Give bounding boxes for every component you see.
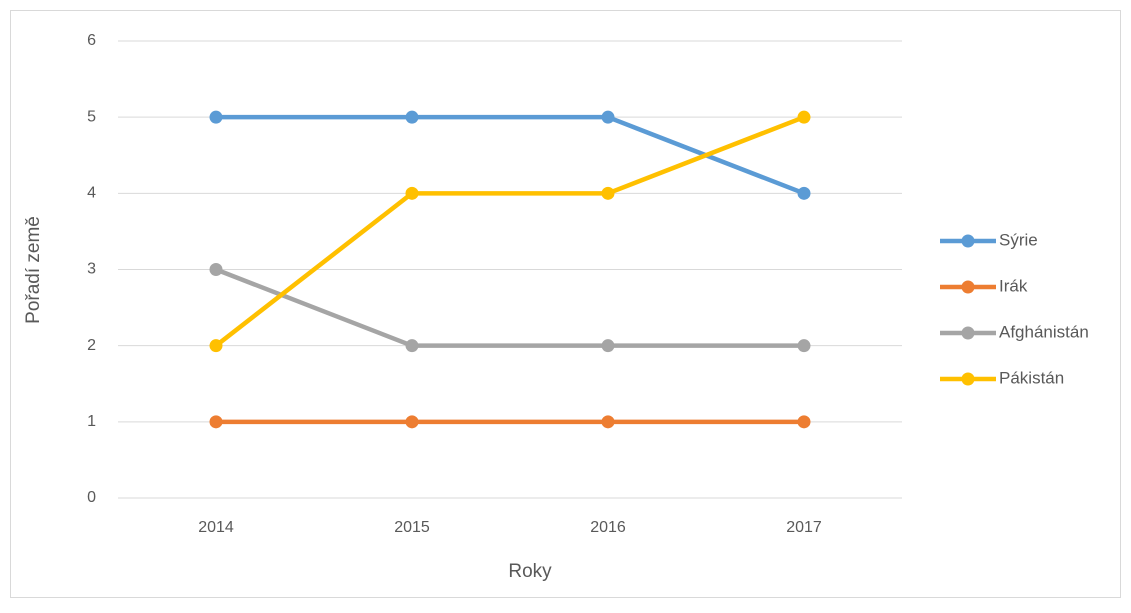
y-axis-title: Pořadí země — [23, 216, 44, 324]
y-tick-label: 0 — [87, 489, 96, 506]
data-point — [797, 186, 811, 200]
data-point — [601, 186, 615, 200]
series-line — [214, 115, 805, 348]
legend-label: Sýrie — [999, 230, 1038, 249]
data-point — [405, 339, 419, 353]
y-tick-label: 6 — [87, 32, 96, 49]
y-tick-label: 2 — [87, 337, 96, 354]
data-point — [405, 186, 419, 200]
legend-label: Irák — [999, 276, 1028, 295]
y-tick-label: 3 — [87, 261, 96, 278]
x-axis-title: Roky — [508, 561, 552, 582]
y-tick-label: 5 — [87, 108, 96, 125]
legend-label: Pákistán — [999, 368, 1064, 387]
data-point — [405, 110, 419, 124]
y-tick-label: 4 — [87, 185, 96, 202]
data-point — [797, 415, 811, 429]
legend-marker — [961, 234, 975, 248]
x-tick-label: 2014 — [198, 519, 234, 536]
legend-marker — [961, 326, 975, 340]
data-point — [209, 263, 223, 276]
data-point — [209, 110, 223, 124]
series-line — [215, 267, 804, 348]
legend-marker — [961, 280, 975, 294]
data-point — [209, 415, 223, 429]
x-tick-label: 2017 — [786, 519, 822, 536]
chart-border — [10, 10, 1121, 598]
legend-marker — [961, 372, 975, 386]
data-point — [601, 415, 615, 429]
x-tick-label: 2015 — [394, 519, 430, 536]
data-point — [797, 339, 811, 353]
data-point — [405, 415, 419, 429]
x-tick-label: 2016 — [590, 519, 626, 536]
data-point — [209, 339, 223, 353]
data-point — [601, 110, 615, 124]
data-point — [601, 339, 615, 353]
data-point — [797, 110, 811, 124]
legend-label: Afghánistán — [999, 322, 1089, 341]
y-tick-label: 1 — [87, 413, 96, 430]
